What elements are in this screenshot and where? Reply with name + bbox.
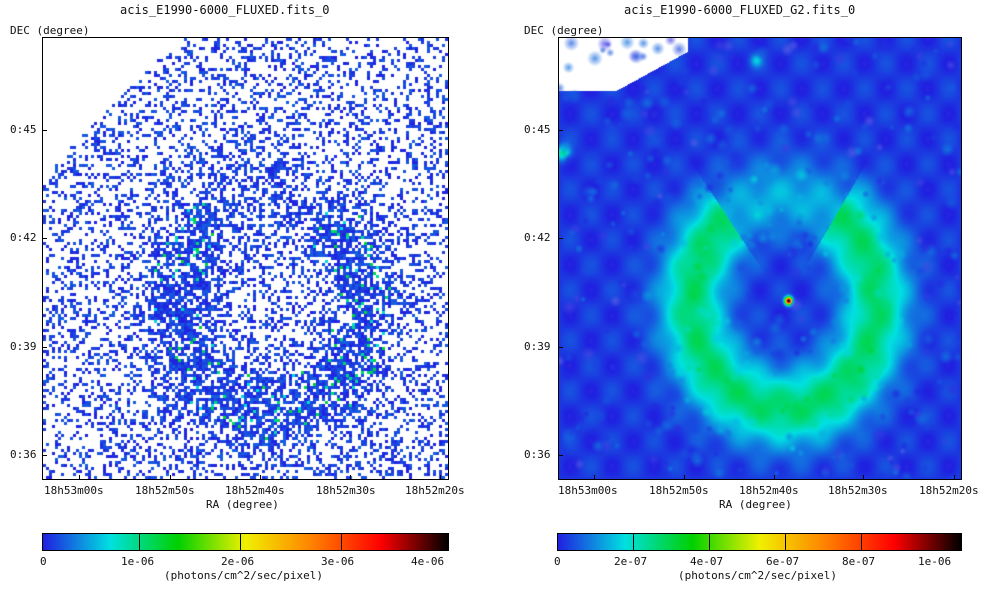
y-tick-label: 0:42 xyxy=(10,231,37,244)
x-tick-label: 18h52m40s xyxy=(225,484,285,497)
x-tick-label: 18h53m00s xyxy=(558,484,618,497)
colorbar-label: (photons/cm^2/sec/pixel) xyxy=(164,569,323,582)
x-tick-label: 18h52m30s xyxy=(828,484,888,497)
y-tick xyxy=(558,455,563,456)
y-tick-label: 0:36 xyxy=(524,448,551,461)
colorbar[interactable] xyxy=(42,533,449,551)
x-tick xyxy=(774,475,775,480)
x-tick-label: 18h52m40s xyxy=(739,484,799,497)
colorbar-tick-label: 4e-07 xyxy=(690,555,724,568)
x-tick-label: 18h52m30s xyxy=(316,484,376,497)
x-tick-label: 18h53m00s xyxy=(44,484,104,497)
colorbar-tick-label: 2e-07 xyxy=(614,555,648,568)
y-tick xyxy=(558,238,563,239)
x-tick xyxy=(440,475,441,480)
y-tick-label: 0:45 xyxy=(524,123,551,136)
colorbar-tick-label: 4e-06 xyxy=(411,555,445,568)
colorbar-tick xyxy=(861,533,862,551)
y-tick xyxy=(42,455,47,456)
y-tick xyxy=(42,130,47,131)
smoothed-image[interactable] xyxy=(559,38,961,479)
y-tick xyxy=(558,130,563,131)
colorbar-tick-label: 1e-06 xyxy=(121,555,155,568)
x-tick xyxy=(954,475,955,480)
y-tick-label: 0:42 xyxy=(524,231,551,244)
colorbar-tick xyxy=(633,533,634,551)
x-axis-label: RA (degree) xyxy=(719,498,792,511)
x-axis-label: RA (degree) xyxy=(206,498,279,511)
y-tick-label: 0:45 xyxy=(10,123,37,136)
colorbar-tick-label: 0 xyxy=(554,555,561,568)
x-tick xyxy=(79,475,80,480)
y-tick xyxy=(42,238,47,239)
colorbar-tick-label: 3e-06 xyxy=(321,555,355,568)
x-tick-label: 18h52m50s xyxy=(649,484,709,497)
colorbar[interactable] xyxy=(557,533,962,551)
x-tick-label: 18h52m20s xyxy=(405,484,465,497)
x-tick xyxy=(350,475,351,480)
fluxed-image[interactable] xyxy=(43,38,448,479)
colorbar-tick-label: 0 xyxy=(40,555,47,568)
colorbar-tick xyxy=(240,533,241,551)
colorbar-tick-label: 1e-06 xyxy=(918,555,952,568)
colorbar-tick-label: 8e-07 xyxy=(842,555,876,568)
colorbar-label: (photons/cm^2/sec/pixel) xyxy=(678,569,837,582)
y-tick-label: 0:39 xyxy=(10,340,37,353)
image-frame[interactable] xyxy=(42,37,449,480)
colorbar-tick xyxy=(785,533,786,551)
y-tick-label: 0:36 xyxy=(10,448,37,461)
x-tick xyxy=(684,475,685,480)
panel-fluxed: acis_E1990-6000_FLUXED.fits_0 DEC (degre… xyxy=(10,3,465,582)
colorbar-tick xyxy=(341,533,342,551)
image-title: acis_E1990-6000_FLUXED.fits_0 xyxy=(120,3,330,17)
colorbar-tick xyxy=(709,533,710,551)
colorbar-tick-label: 2e-06 xyxy=(221,555,255,568)
y-tick xyxy=(42,347,47,348)
x-tick-label: 18h52m50s xyxy=(135,484,195,497)
x-tick xyxy=(170,475,171,480)
y-axis-label: DEC (degree) xyxy=(10,24,90,37)
y-tick xyxy=(558,347,563,348)
y-axis-label: DEC (degree) xyxy=(524,24,604,37)
x-tick xyxy=(594,475,595,480)
x-tick xyxy=(260,475,261,480)
x-tick xyxy=(863,475,864,480)
panel-fluxed-g2: acis_E1990-6000_FLUXED_G2.fits_0 DEC (de… xyxy=(514,0,1000,607)
image-frame[interactable] xyxy=(558,37,962,480)
colorbar-tick-label: 6e-07 xyxy=(766,555,800,568)
image-title: acis_E1990-6000_FLUXED_G2.fits_0 xyxy=(624,3,856,17)
x-tick-label: 18h52m20s xyxy=(919,484,979,497)
y-tick-label: 0:39 xyxy=(524,340,551,353)
colorbar-tick xyxy=(139,533,140,551)
